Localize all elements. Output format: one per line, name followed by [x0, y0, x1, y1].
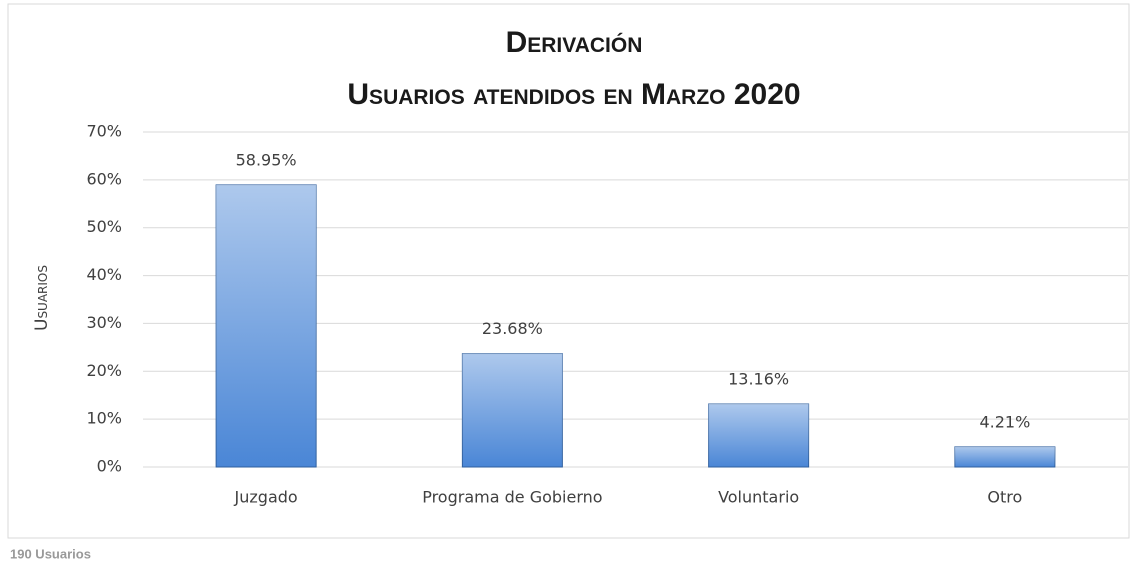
x-tick-label: Programa de Gobierno: [422, 488, 602, 507]
y-axis-label: Usuarios: [32, 265, 52, 331]
y-tick-label: 40%: [86, 265, 122, 284]
data-label: 58.95%: [236, 150, 297, 169]
data-label: 4.21%: [979, 412, 1030, 431]
y-tick-label: 60%: [86, 169, 122, 188]
chart-subtitle: Usuarios atendidos en Marzo 2020: [347, 78, 800, 111]
x-tick-label: Juzgado: [234, 488, 298, 507]
x-tick-label: Otro: [987, 488, 1022, 507]
data-label: 23.68%: [482, 319, 543, 338]
y-tick-label: 30%: [86, 313, 122, 332]
footnote: 190 Usuarios: [10, 546, 91, 561]
chart-border: [7, 3, 1130, 539]
y-tick-label: 0%: [97, 457, 122, 476]
data-label: 13.16%: [728, 370, 789, 389]
y-tick-label: 20%: [86, 361, 122, 380]
x-tick-label: Voluntario: [718, 488, 799, 507]
bar-highlight: [216, 184, 317, 467]
bar-highlight: [708, 404, 809, 467]
chart-title: Derivación: [506, 26, 643, 59]
bar-highlight: [954, 446, 1055, 467]
y-tick-label: 70%: [86, 122, 122, 141]
y-tick-label: 10%: [86, 409, 122, 428]
y-tick-label: 50%: [86, 217, 122, 236]
bar-highlight: [462, 353, 563, 467]
